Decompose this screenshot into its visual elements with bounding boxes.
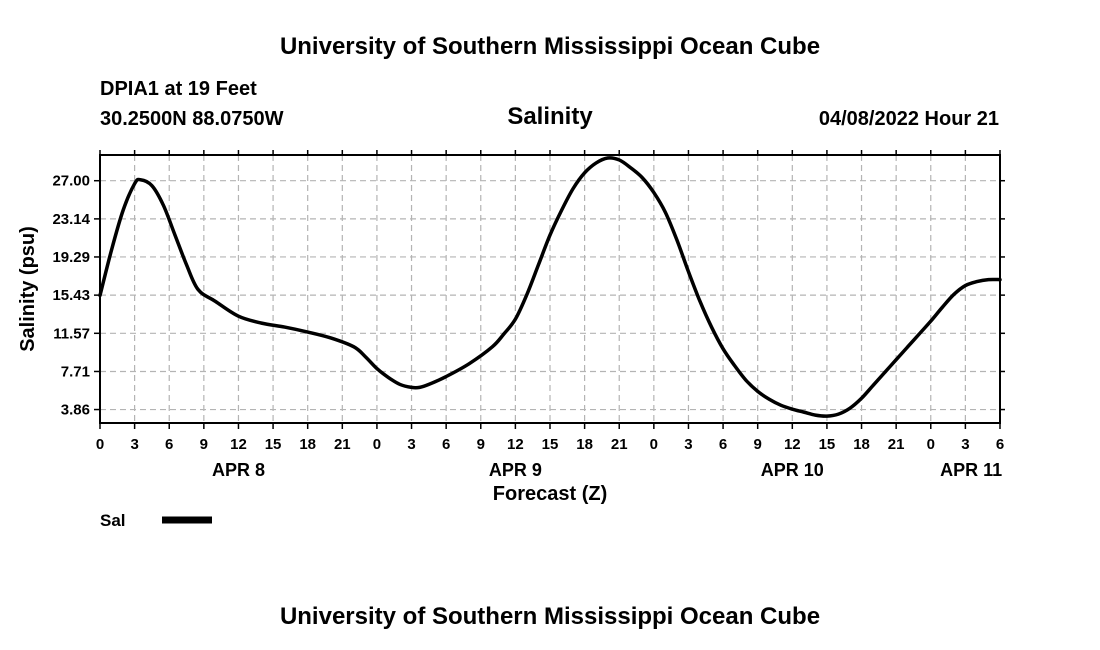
series-layer <box>98 156 1002 418</box>
y-tick-label: 19.29 <box>52 249 90 266</box>
legend-label-sal: Sal <box>100 511 126 530</box>
series-line-sal <box>98 156 1002 418</box>
x-tick-label: 9 <box>200 436 208 453</box>
y-tick-label: 7.71 <box>61 363 90 380</box>
grid-lines <box>100 155 1000 423</box>
date-label: APR 10 <box>761 460 824 480</box>
station-label: DPIA1 at 19 Feet <box>100 78 257 100</box>
x-tick-label: 18 <box>853 436 870 453</box>
y-tick-label: 11.57 <box>53 325 90 342</box>
y-tick-label: 15.43 <box>52 287 90 304</box>
y-tick-label: 27.00 <box>52 173 90 190</box>
y-tick-label: 3.86 <box>61 402 90 419</box>
forecast-timestamp: 04/08/2022 Hour 21 <box>819 108 999 130</box>
x-tick-label: 6 <box>165 436 173 453</box>
x-tick-label: 15 <box>265 436 282 453</box>
x-tick-label: 3 <box>961 436 969 453</box>
x-tick-label: 21 <box>334 436 351 453</box>
y-tick-label: 23.14 <box>52 211 90 228</box>
x-tick-label: 6 <box>996 436 1004 453</box>
x-tick-label: 3 <box>130 436 138 453</box>
x-tick-label: 18 <box>576 436 593 453</box>
x-tick-label: 15 <box>542 436 559 453</box>
x-tick-label: 6 <box>442 436 450 453</box>
x-tick-label: 12 <box>230 436 247 453</box>
legend: Sal <box>100 511 212 530</box>
y-axis-label: Salinity (psu) <box>17 226 39 352</box>
x-tick-label: 12 <box>784 436 801 453</box>
x-tick-label: 3 <box>684 436 692 453</box>
x-tick-label: 15 <box>819 436 836 453</box>
x-tick-label: 9 <box>754 436 762 453</box>
x-tick-label: 12 <box>507 436 524 453</box>
x-tick-label: 9 <box>477 436 485 453</box>
title-top: University of Southern Mississippi Ocean… <box>280 33 820 60</box>
x-tick-label: 0 <box>373 436 381 453</box>
x-tick-label: 0 <box>650 436 658 453</box>
x-tick-label: 21 <box>611 436 628 453</box>
x-axis-label: Forecast (Z) <box>493 483 607 505</box>
title-bottom: University of Southern Mississippi Ocean… <box>280 603 820 630</box>
chart-title: Salinity <box>507 103 593 130</box>
date-label: APR 9 <box>489 460 542 480</box>
station-coords: 30.2500N 88.0750W <box>100 108 284 130</box>
x-tick-label: 18 <box>299 436 316 453</box>
x-tick-label: 0 <box>927 436 935 453</box>
x-tick-label: 21 <box>888 436 905 453</box>
x-tick-label: 6 <box>719 436 727 453</box>
x-tick-label: 3 <box>407 436 415 453</box>
date-label: APR 11 <box>940 460 1002 480</box>
x-tick-label: 0 <box>96 436 104 453</box>
date-label: APR 8 <box>212 460 265 480</box>
axis-layer: 0 3 6 9 12 15 18 21 0 3 6 9 12 15 18 21 0 3 6 9 12 15 18 21 0 3 6 3… <box>52 150 1005 480</box>
